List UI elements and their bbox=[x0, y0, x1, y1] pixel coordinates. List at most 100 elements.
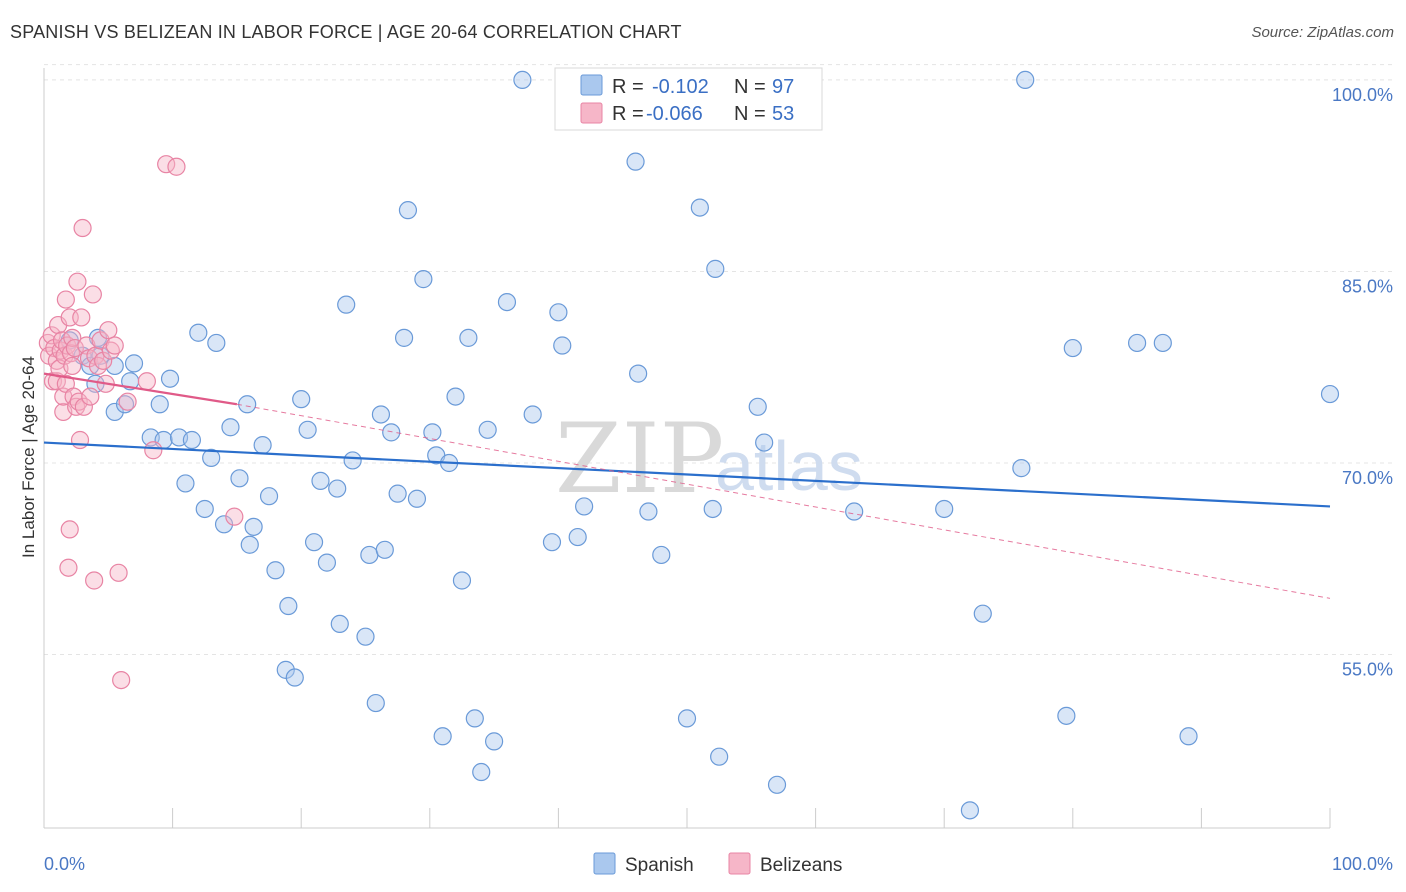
spanish-point-37 bbox=[311, 471, 330, 490]
spanish-point-68 bbox=[542, 533, 562, 552]
spanish-point-71 bbox=[568, 527, 587, 547]
bottom-swatch-spanish bbox=[593, 852, 616, 875]
spanish-point-85 bbox=[767, 775, 787, 794]
spanish-point-54 bbox=[423, 423, 442, 442]
belizean-point-49 bbox=[144, 441, 163, 460]
belizean-point-29 bbox=[72, 308, 91, 327]
belizean-point-45 bbox=[109, 563, 128, 582]
belizean-point-48 bbox=[137, 372, 156, 391]
belizean-point-27 bbox=[69, 392, 88, 411]
belizean-point-52 bbox=[225, 507, 244, 526]
x-tick-label-max: 100.0% bbox=[1332, 854, 1393, 874]
spanish-point-33 bbox=[285, 668, 304, 687]
y-tick-label-3: 100.0% bbox=[1332, 85, 1393, 105]
spanish-point-38 bbox=[317, 553, 337, 572]
belizean-point-22 bbox=[63, 356, 82, 376]
x-tick-label-min: 0.0% bbox=[44, 854, 85, 874]
spanish-point-18 bbox=[189, 323, 208, 342]
spanish-point-96 bbox=[1179, 727, 1198, 746]
source-label: Source: ZipAtlas.com bbox=[1251, 24, 1394, 41]
spanish-point-56 bbox=[433, 727, 452, 746]
grid-lines bbox=[44, 64, 1393, 656]
spanish-point-83 bbox=[748, 397, 767, 416]
belizean-point-24 bbox=[65, 338, 84, 358]
spanish-point-39 bbox=[328, 479, 347, 498]
watermark: ZIP atlas bbox=[555, 403, 863, 515]
bottom-legend-spanish: Spanish bbox=[625, 855, 694, 876]
spanish-point-41 bbox=[337, 295, 356, 314]
belizean-points bbox=[38, 155, 244, 690]
spanish-point-49 bbox=[388, 484, 407, 503]
spanish-point-79 bbox=[690, 198, 709, 217]
belizean-point-31 bbox=[74, 397, 93, 416]
spanish-point-95 bbox=[1153, 333, 1172, 353]
spanish-point-53 bbox=[414, 270, 433, 289]
belizean-point-30 bbox=[73, 218, 92, 238]
belizean-point-34 bbox=[81, 387, 100, 406]
spanish-point-88 bbox=[960, 801, 980, 820]
belizean-point-47 bbox=[118, 392, 137, 411]
spanish-point-72 bbox=[575, 497, 594, 516]
watermark-zip: ZIP bbox=[555, 403, 724, 515]
spanish-point-66 bbox=[513, 70, 532, 90]
legend-n-label-spanish: N = bbox=[734, 76, 766, 98]
watermark-atlas: atlas bbox=[715, 427, 863, 505]
spanish-point-19 bbox=[195, 499, 214, 519]
spanish-point-67 bbox=[523, 405, 542, 424]
y-axis-label: In Labor Force | Age 20-64 bbox=[19, 356, 38, 558]
spanish-point-69 bbox=[549, 303, 568, 322]
spanish-point-20 bbox=[202, 448, 221, 467]
spanish-point-91 bbox=[1016, 70, 1035, 90]
spanish-trend-line bbox=[43, 441, 1331, 508]
spanish-point-58 bbox=[446, 387, 465, 406]
axes bbox=[43, 68, 1331, 829]
spanish-point-82 bbox=[710, 747, 729, 766]
legend-r-label-belizeans: R = bbox=[612, 103, 644, 125]
spanish-point-97 bbox=[1320, 384, 1340, 404]
belizean-point-42 bbox=[99, 321, 118, 340]
spanish-point-30 bbox=[266, 561, 285, 580]
legend-n-label-belizeans: N = bbox=[734, 103, 766, 125]
spanish-point-65 bbox=[497, 292, 517, 312]
spanish-point-80 bbox=[703, 499, 722, 519]
belizean-point-26 bbox=[68, 272, 87, 291]
spanish-point-76 bbox=[639, 502, 658, 521]
spanish-point-81 bbox=[706, 259, 725, 278]
spanish-point-36 bbox=[304, 533, 324, 552]
belizean-point-35 bbox=[83, 285, 102, 304]
spanish-point-61 bbox=[465, 709, 484, 728]
series-legend: Spanish Belizeans bbox=[593, 852, 842, 876]
spanish-point-50 bbox=[394, 328, 414, 347]
spanish-point-10 bbox=[124, 354, 144, 373]
spanish-point-64 bbox=[485, 732, 504, 751]
belizean-point-38 bbox=[88, 356, 108, 376]
spanish-point-22 bbox=[214, 515, 234, 534]
chart-title: SPANISH VS BELIZEAN IN LABOR FORCE | AGE… bbox=[10, 22, 682, 42]
spanish-point-25 bbox=[238, 395, 257, 414]
spanish-point-35 bbox=[298, 420, 317, 439]
belizean-point-36 bbox=[85, 571, 104, 590]
spanish-point-52 bbox=[407, 489, 427, 508]
spanish-point-17 bbox=[182, 430, 201, 450]
spanish-point-8 bbox=[115, 395, 135, 414]
legend-r-value-spanish: -0.102 bbox=[652, 76, 709, 98]
belizean-trend-line bbox=[43, 372, 238, 406]
spanish-point-93 bbox=[1063, 338, 1082, 358]
legend-n-value-belizeans: 53 bbox=[772, 103, 794, 125]
belizean-point-15 bbox=[56, 290, 75, 309]
legend-r-value-belizeans: -0.066 bbox=[646, 103, 703, 125]
spanish-point-78 bbox=[677, 709, 697, 728]
spanish-point-86 bbox=[845, 502, 864, 521]
spanish-point-48 bbox=[382, 423, 401, 442]
spanish-point-26 bbox=[240, 535, 259, 554]
spanish-point-70 bbox=[553, 336, 572, 355]
spanish-point-90 bbox=[1012, 459, 1031, 478]
spanish-point-12 bbox=[150, 395, 169, 414]
spanish-point-60 bbox=[459, 328, 478, 347]
spanish-point-27 bbox=[244, 517, 263, 536]
spanish-point-46 bbox=[371, 405, 391, 424]
bottom-legend-belizeans: Belizeans bbox=[760, 855, 842, 876]
spanish-point-44 bbox=[360, 545, 379, 565]
belizean-point-17 bbox=[59, 558, 78, 577]
